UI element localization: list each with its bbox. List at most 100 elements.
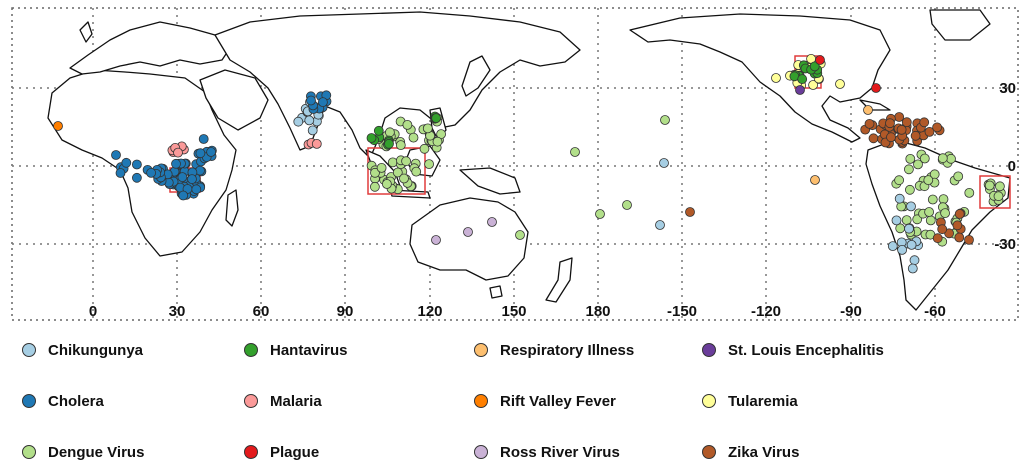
outbreak-marker — [940, 208, 950, 219]
outbreak-marker — [919, 117, 930, 128]
outbreak-marker — [810, 175, 820, 185]
landmass-australia — [409, 197, 529, 281]
outbreak-marker — [909, 255, 920, 266]
outbreak-marker — [885, 118, 895, 129]
outbreak-marker — [370, 167, 380, 178]
legend-item-cholera: Cholera — [22, 389, 104, 413]
outbreak-marker — [984, 180, 995, 191]
outbreak-marker — [115, 168, 126, 178]
legend-item-dengue-virus: Dengue Virus — [22, 440, 144, 464]
outbreak-marker — [187, 174, 197, 185]
lon-label: -150 — [667, 303, 697, 320]
outbreak-marker — [304, 115, 315, 126]
outbreak-marker — [954, 209, 965, 219]
landmass-north-america — [629, 13, 891, 143]
legend-label: Ross River Virus — [500, 443, 620, 461]
outbreak-marker — [797, 74, 808, 84]
landmass-japan — [461, 55, 491, 97]
outbreak-marker — [912, 214, 923, 225]
outbreak-marker — [809, 61, 820, 72]
outbreak-marker — [206, 147, 217, 157]
outbreak-marker — [897, 244, 907, 255]
outbreak-marker — [402, 120, 413, 130]
outbreak-marker — [871, 83, 881, 93]
outbreak-marker — [932, 122, 942, 133]
outbreak-marker — [373, 125, 384, 136]
outbreak-marker — [431, 113, 442, 123]
outbreak-marker — [487, 217, 497, 227]
outbreak-marker — [401, 156, 412, 167]
legend-item-respiratory-illness: Respiratory Illness — [474, 338, 634, 362]
outbreak-marker — [952, 220, 963, 231]
landmass-madagascar — [225, 189, 239, 227]
legend-swatch — [702, 445, 716, 459]
legend-swatch — [22, 445, 36, 459]
outbreak-marker — [901, 117, 912, 128]
legend-item-rift-valley-fever: Rift Valley Fever — [474, 389, 616, 413]
lon-label: 30 — [169, 303, 186, 320]
legend-item-st-louis-encephalitis: St. Louis Encephalitis — [702, 338, 884, 362]
outbreak-marker — [894, 193, 905, 204]
landmass-new-guinea — [459, 167, 521, 195]
legend-swatch — [702, 343, 716, 357]
outbreak-marker — [191, 184, 202, 195]
landmass-greenland — [929, 9, 991, 41]
outbreak-marker — [886, 132, 896, 143]
legend-swatch — [702, 394, 716, 408]
outbreak-marker — [864, 119, 875, 129]
outbreak-marker — [910, 130, 921, 141]
landmass-new-zealand — [545, 257, 573, 303]
outbreak-marker — [177, 172, 188, 183]
lat-label: 30 — [999, 80, 1016, 97]
landmass-tasmania — [489, 285, 503, 299]
outbreak-points — [53, 54, 1006, 274]
outbreak-marker — [993, 191, 1004, 202]
outbreak-marker — [424, 159, 435, 170]
lat-label: 0 — [1008, 158, 1016, 175]
highlight-box-brazil — [979, 175, 1011, 209]
lon-label: 90 — [337, 303, 354, 320]
outbreak-marker — [384, 127, 395, 138]
outbreak-marker — [431, 235, 441, 245]
outbreak-marker — [399, 173, 409, 184]
outbreak-marker — [904, 223, 914, 234]
outbreak-marker — [660, 115, 670, 125]
longitude-labels: 0 30 60 90 120 150 180 -150 -120 -90 -60 — [89, 303, 946, 320]
outbreak-marker — [904, 164, 914, 175]
outbreak-marker — [376, 162, 387, 173]
world-map: 0 30 60 90 120 150 180 -150 -120 -90 -60… — [11, 7, 1019, 321]
legend-item-hantavirus: Hantavirus — [244, 338, 348, 362]
legend-swatch — [474, 445, 488, 459]
outbreak-marker — [306, 95, 316, 106]
legend-item-ross-river-virus: Ross River Virus — [474, 440, 620, 464]
legend-label: Respiratory Illness — [500, 341, 635, 359]
outbreak-marker — [924, 126, 935, 137]
outbreak-marker — [938, 194, 949, 205]
outbreak-marker — [198, 134, 209, 144]
outbreak-marker — [913, 159, 923, 170]
outbreak-marker — [894, 175, 904, 186]
outbreak-marker — [381, 179, 392, 189]
outbreak-marker — [131, 172, 142, 183]
outbreak-marker — [771, 73, 781, 83]
lon-label: -60 — [924, 303, 946, 320]
outbreak-marker — [432, 136, 443, 147]
outbreak-marker — [891, 215, 902, 226]
legend-item-zika-virus: Zika Virus — [702, 440, 799, 464]
outbreak-marker — [946, 153, 956, 164]
legend-label: Tularemia — [728, 392, 798, 410]
outbreak-marker — [293, 116, 304, 127]
outbreak-marker — [954, 232, 965, 243]
outbreak-marker — [392, 167, 403, 178]
legend-item-plague: Plague — [244, 440, 319, 464]
outbreak-marker — [366, 133, 377, 143]
lon-label: -120 — [751, 303, 781, 320]
outbreak-marker — [311, 138, 322, 149]
legend-label: Plague — [270, 443, 320, 461]
legend-swatch — [22, 343, 36, 357]
lon-label: 150 — [501, 303, 526, 320]
outbreak-marker — [937, 224, 948, 235]
outbreak-marker — [896, 124, 907, 135]
latitude-labels: 30 0 -30 — [994, 80, 1016, 253]
